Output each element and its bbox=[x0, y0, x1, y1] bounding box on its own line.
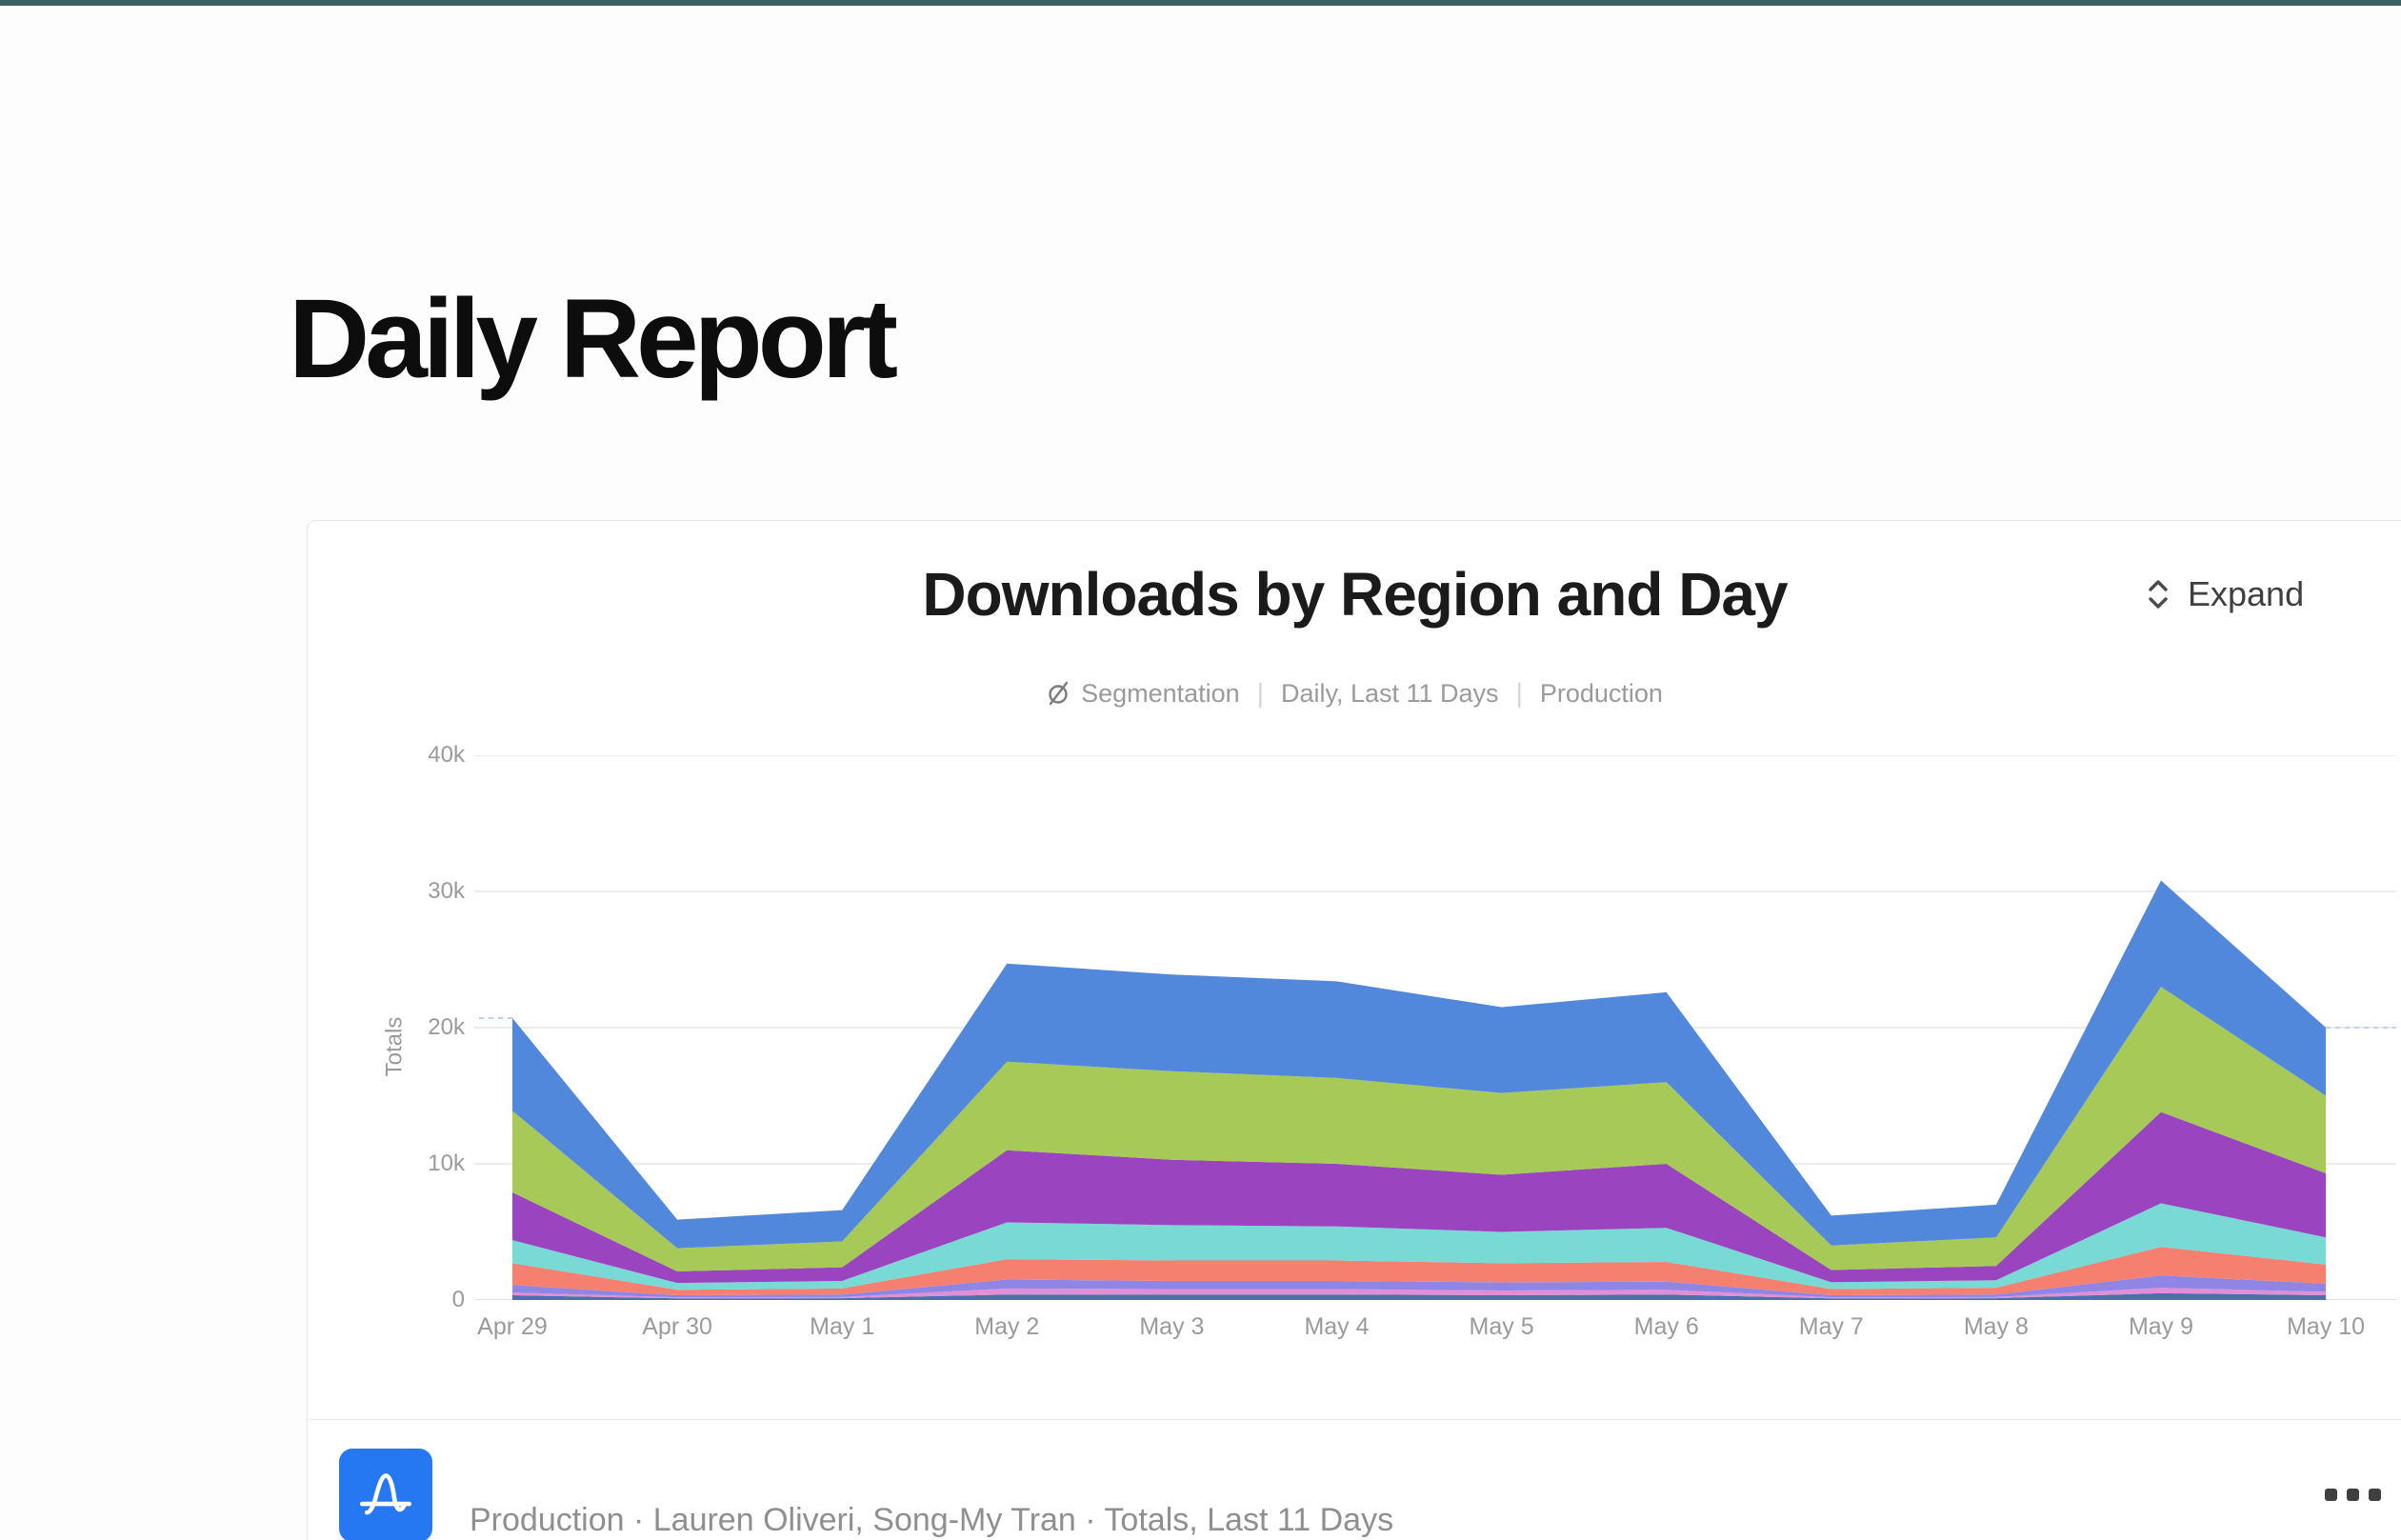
chart-range-label: Daily, Last 11 Days bbox=[1280, 678, 1499, 708]
y-tick-label: 10k bbox=[428, 1150, 465, 1176]
x-tick-label: May 5 bbox=[1469, 1313, 1534, 1340]
expand-button[interactable]: Expand bbox=[2144, 574, 2304, 614]
x-tick-label: May 2 bbox=[974, 1313, 1040, 1340]
area-series-pink bbox=[512, 1288, 2327, 1299]
area-series-purple bbox=[512, 1111, 2327, 1284]
area-series-salmon bbox=[512, 1247, 2327, 1295]
chart-meta-row: Segmentation | Daily, Last 11 Days | Pro… bbox=[308, 678, 2401, 709]
more-options-button[interactable] bbox=[2325, 1489, 2381, 1501]
y-tick-label: 30k bbox=[428, 878, 465, 904]
chart-type-item: Segmentation bbox=[1047, 679, 1240, 709]
x-tick-label: May 9 bbox=[2128, 1313, 2194, 1340]
area-series-green bbox=[512, 987, 2327, 1271]
chart-source-description[interactable]: Production · Lauren Oliveri, Song-My Tra… bbox=[470, 1502, 1394, 1538]
card-divider bbox=[308, 1419, 2401, 1420]
amplitude-logo-icon bbox=[359, 1473, 412, 1515]
stacked-area-chart[interactable] bbox=[474, 754, 2396, 1301]
x-tick-label: May 1 bbox=[810, 1313, 875, 1340]
x-tick-label: May 6 bbox=[1633, 1313, 1699, 1340]
chart-card: Downloads by Region and Day Expand Segme… bbox=[307, 520, 2401, 1540]
area-series-blue bbox=[512, 880, 2327, 1249]
x-tick-label: May 7 bbox=[1798, 1313, 1864, 1340]
dot-icon bbox=[2347, 1489, 2359, 1501]
expand-label: Expand bbox=[2188, 574, 2305, 613]
y-tick-label: 0 bbox=[451, 1287, 465, 1312]
y-tick-label: 40k bbox=[428, 742, 465, 768]
dot-icon bbox=[2325, 1489, 2337, 1501]
top-accent-bar bbox=[0, 0, 2401, 6]
area-series-slate-blue bbox=[512, 1292, 2327, 1300]
x-tick-label: May 4 bbox=[1304, 1313, 1370, 1340]
meta-separator: | bbox=[1256, 678, 1264, 708]
x-tick-label: May 3 bbox=[1139, 1313, 1205, 1340]
x-tick-label: May 10 bbox=[2287, 1313, 2366, 1340]
y-tick-label: 20k bbox=[428, 1014, 465, 1040]
meta-separator: | bbox=[1515, 678, 1523, 708]
area-series-periwinkle bbox=[512, 1275, 2327, 1298]
dot-icon bbox=[2369, 1489, 2381, 1501]
amplitude-app-icon[interactable] bbox=[339, 1449, 432, 1540]
page-title: Daily Report bbox=[289, 276, 898, 402]
area-series-teal bbox=[512, 1203, 2327, 1290]
x-tick-label: Apr 29 bbox=[477, 1313, 548, 1340]
x-tick-label: Apr 30 bbox=[642, 1313, 712, 1340]
chart-type-label: Segmentation bbox=[1081, 678, 1240, 708]
card-footer: Production · Lauren Oliveri, Song-My Tra… bbox=[308, 1420, 2401, 1540]
segmentation-icon bbox=[1047, 679, 1071, 708]
x-tick-label: May 8 bbox=[1963, 1313, 2029, 1340]
chart-env-label: Production bbox=[1539, 678, 1663, 708]
expand-chevrons-icon bbox=[2144, 576, 2172, 612]
chart-title[interactable]: Downloads by Region and Day bbox=[922, 560, 1788, 629]
